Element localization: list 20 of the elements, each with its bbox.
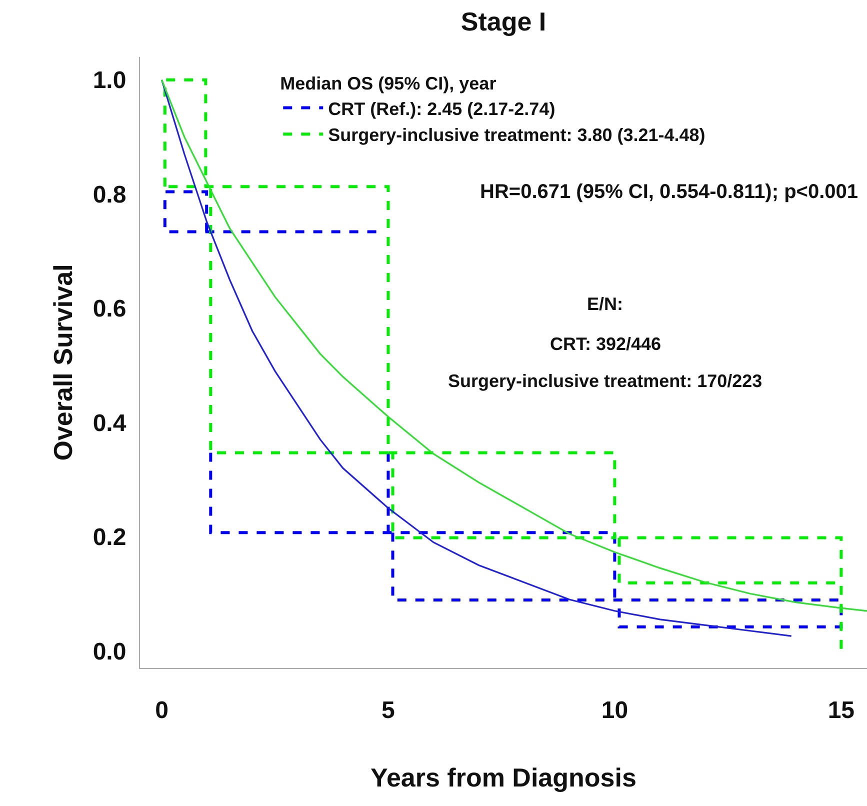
y-tick-label: 0.4 xyxy=(92,410,127,437)
x-tick-label: 5 xyxy=(382,696,395,724)
x-tick-label: 10 xyxy=(601,696,628,724)
x-axis-title: Years from Diagnosis xyxy=(370,762,636,792)
y-tick-label: 0.6 xyxy=(92,296,126,323)
y-axis-title: Overall Survival xyxy=(48,264,78,461)
annotation: Surgery-inclusive treatment: 170/223 xyxy=(448,371,762,391)
y-tick-label: 1.0 xyxy=(92,67,126,94)
y-tick-label: 0.8 xyxy=(92,181,126,208)
annotation: HR=0.671 (95% CI, 0.554-0.811); p<0.001 xyxy=(480,181,858,203)
annotation: CRT: 392/446 xyxy=(550,334,662,354)
legend-label: Surgery-inclusive treatment: 3.80 (3.21-4.48) xyxy=(328,125,706,146)
x-tick-label: 15 xyxy=(828,696,855,724)
x-tick-label: 0 xyxy=(155,696,168,724)
chart-title: Stage I xyxy=(460,6,546,36)
legend-title: Median OS (95% CI), year xyxy=(280,74,496,94)
annotation: E/N: xyxy=(587,294,623,314)
y-tick-label: 0.0 xyxy=(92,638,126,666)
legend-label: CRT (Ref.): 2.45 (2.17-2.74) xyxy=(328,98,556,119)
y-tick-label: 0.2 xyxy=(92,524,126,552)
